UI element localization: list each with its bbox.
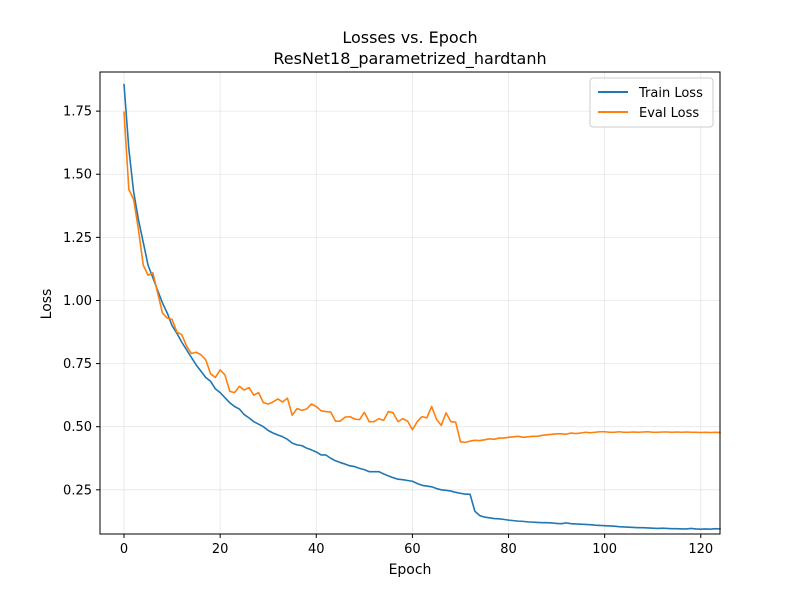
axes-frame bbox=[99, 71, 721, 535]
legend: Train Loss Eval Loss bbox=[589, 77, 714, 128]
y-axis-label: Loss bbox=[39, 289, 55, 320]
chart-subtitle: ResNet18_parametrized_hardtanh bbox=[273, 49, 546, 69]
x-tick-label: 120 bbox=[688, 542, 713, 557]
grid-layer bbox=[100, 72, 720, 534]
y-tick-label: 0.50 bbox=[63, 420, 92, 435]
series-line-eval-loss bbox=[123, 111, 721, 444]
y-tick-label: 1.50 bbox=[63, 168, 92, 183]
y-tick-label: 0.25 bbox=[63, 483, 92, 498]
x-tick-label: 40 bbox=[308, 542, 325, 557]
legend-label-train-loss: Train Loss bbox=[638, 86, 703, 101]
legend-label-eval-loss: Eval Loss bbox=[639, 106, 699, 121]
tick-layer: 0 20 40 60 80 100 120 0.25 0.50 0.75 1.00 1.25 1.50 1… bbox=[63, 105, 713, 557]
x-tick-label: 20 bbox=[212, 542, 229, 557]
x-tick-label: 0 bbox=[120, 542, 128, 557]
y-tick-label: 1.00 bbox=[63, 294, 92, 309]
chart-title: Losses vs. Epoch bbox=[342, 28, 477, 47]
x-tick-label: 80 bbox=[500, 542, 517, 557]
y-tick-label: 1.25 bbox=[63, 231, 92, 246]
legend-box bbox=[589, 77, 714, 128]
y-tick-label: 0.75 bbox=[63, 357, 92, 372]
x-tick-label: 60 bbox=[404, 542, 421, 557]
series-layer bbox=[123, 83, 721, 531]
y-tick-label: 1.75 bbox=[63, 105, 92, 120]
x-tick-label: 100 bbox=[592, 542, 617, 557]
x-axis-label: Epoch bbox=[389, 562, 432, 578]
plot-area: 0 20 40 60 80 100 120 0.25 0.50 0.75 1.00 1.25 1.50 1… bbox=[63, 71, 721, 557]
series-line-train-loss bbox=[123, 83, 721, 531]
